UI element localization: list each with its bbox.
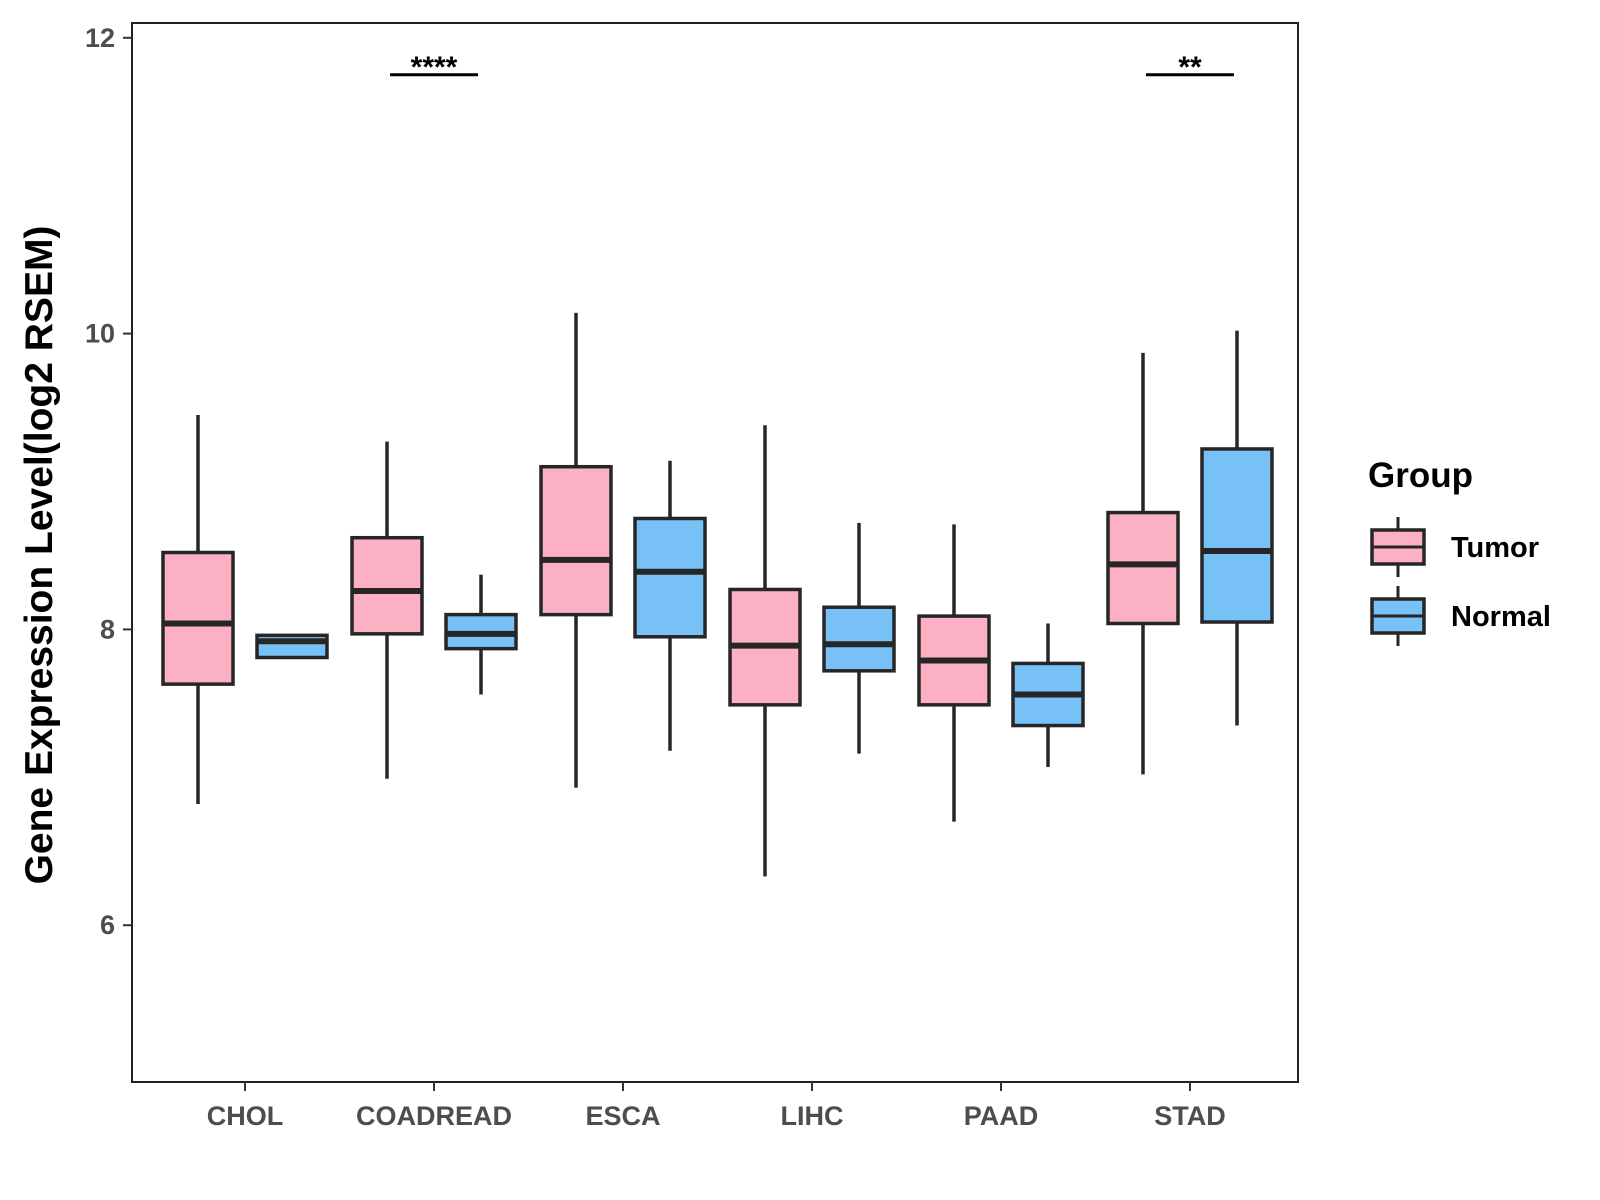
box-tumor-chol xyxy=(161,414,235,804)
x-tick-label-chol: CHOL xyxy=(207,1101,284,1131)
box-iqr xyxy=(350,535,424,636)
legend-label-normal: Normal xyxy=(1451,601,1551,633)
significance-label: **** xyxy=(411,51,458,84)
box-normal-esca xyxy=(633,460,707,751)
x-tick-label-coadread: COADREAD xyxy=(356,1101,512,1131)
significance-stad: ** xyxy=(1146,51,1234,84)
box-iqr xyxy=(633,516,707,639)
y-tick-label: 10 xyxy=(85,319,115,349)
x-tick-label-paad: PAAD xyxy=(964,1101,1039,1131)
box-iqr xyxy=(539,464,613,617)
legend: Group Tumor Normal xyxy=(1368,456,1551,646)
plot-area: **** ** xyxy=(161,51,1274,877)
legend-title: Group xyxy=(1368,456,1473,495)
legend-item-normal: Normal xyxy=(1370,586,1551,646)
box-normal-stad xyxy=(1200,330,1274,726)
significance-coadread: **** xyxy=(390,51,478,84)
significance-label: ** xyxy=(1178,51,1202,84)
box-tumor-esca xyxy=(539,312,613,788)
y-tick-label: 12 xyxy=(85,23,115,53)
x-tick-label-esca: ESCA xyxy=(585,1101,660,1131)
box-tumor-stad xyxy=(1106,352,1180,775)
legend-item-tumor: Tumor xyxy=(1370,517,1539,577)
box-tumor-lihc xyxy=(728,425,802,877)
box-normal-lihc xyxy=(822,522,896,754)
box-iqr xyxy=(822,605,896,673)
x-tick-label-lihc: LIHC xyxy=(781,1101,844,1131)
y-axis-title: Gene Expression Level(log2 RSEM) xyxy=(18,226,61,885)
box-tumor-paad xyxy=(917,524,991,822)
x-tick-label-stad: STAD xyxy=(1154,1101,1226,1131)
box-iqr xyxy=(1106,510,1180,626)
y-tick-label: 8 xyxy=(100,614,115,644)
box-normal-coadread xyxy=(444,574,518,695)
box-iqr xyxy=(1200,447,1274,624)
box-normal-paad xyxy=(1011,623,1085,767)
y-tick-label: 6 xyxy=(100,910,115,940)
box-tumor-coadread xyxy=(350,441,424,779)
plot-panel-border xyxy=(131,22,1299,1083)
legend-label-tumor: Tumor xyxy=(1451,532,1539,564)
box-iqr xyxy=(161,550,235,686)
box-normal-chol xyxy=(255,633,329,660)
axes: 6 8 10 12 CHOL COADREAD ESCA LIHC PAAD STAD xyxy=(85,22,1299,1131)
